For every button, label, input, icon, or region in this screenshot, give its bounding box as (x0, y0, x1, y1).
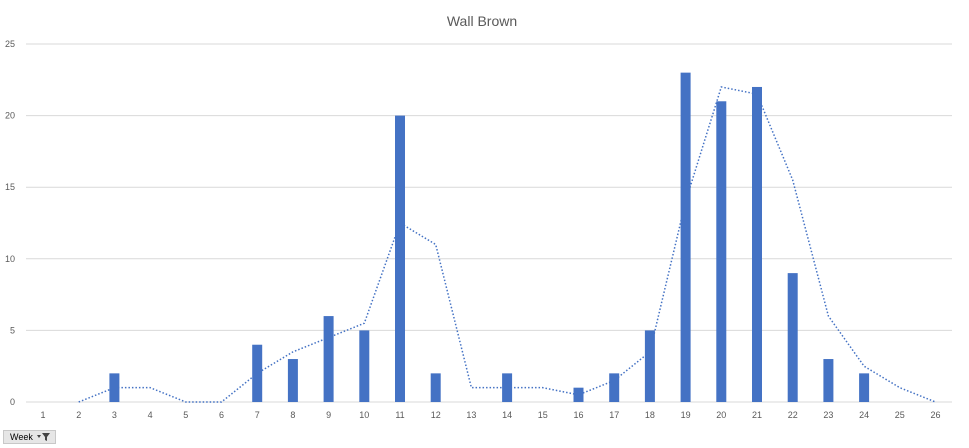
bar (395, 115, 405, 402)
x-tick-label: 7 (255, 410, 260, 420)
bar (609, 373, 620, 402)
x-tick-label: 25 (895, 410, 905, 420)
bar (787, 273, 798, 402)
bar (752, 86, 762, 403)
x-tick-label: 16 (573, 410, 583, 420)
y-axis-ticks: 0 5 10 15 20 25 (5, 39, 15, 407)
y-tick-label: 15 (5, 182, 15, 192)
x-tick-label: 3 (112, 410, 117, 420)
bar (323, 316, 334, 402)
x-tick-label: 5 (183, 410, 188, 420)
week-filter-label: Week (10, 432, 33, 442)
y-tick-label: 5 (10, 325, 15, 335)
x-tick-label: 23 (823, 410, 833, 420)
bar (109, 373, 120, 402)
x-tick-label: 2 (76, 410, 81, 420)
x-tick-label: 15 (538, 410, 548, 420)
bar (644, 330, 655, 402)
bar (859, 373, 870, 402)
x-tick-label: 12 (431, 410, 441, 420)
x-tick-label: 13 (466, 410, 476, 420)
bar (287, 359, 298, 402)
trendline (78, 86, 936, 403)
bar (823, 359, 834, 402)
x-tick-label: 18 (645, 410, 655, 420)
y-tick-label: 20 (5, 111, 15, 121)
x-tick-label: 8 (290, 410, 295, 420)
bar (680, 72, 691, 402)
gridlines (26, 43, 952, 403)
x-tick-label: 26 (930, 410, 940, 420)
x-tick-label: 21 (752, 410, 762, 420)
x-tick-label: 20 (716, 410, 726, 420)
x-tick-label: 22 (788, 410, 798, 420)
week-filter-button[interactable]: Week (3, 430, 56, 444)
x-tick-label: 4 (148, 410, 153, 420)
x-axis-ticks: 1 2 3 4 5 6 7 8 9 10 11 12 13 14 15 16 17 18 19 20 21 22 23 24 2… (40, 410, 940, 420)
bar-series (109, 72, 870, 403)
y-tick-label: 10 (5, 254, 15, 264)
x-tick-label: 10 (359, 410, 369, 420)
bar (716, 101, 727, 402)
x-tick-label: 11 (395, 410, 404, 420)
filter-icon (36, 432, 51, 442)
bar (430, 373, 441, 402)
x-tick-label: 19 (681, 410, 691, 420)
x-tick-label: 24 (859, 410, 869, 420)
x-tick-label: 14 (502, 410, 512, 420)
chart-title: Wall Brown (447, 13, 517, 29)
y-tick-label: 25 (5, 39, 15, 49)
bar (359, 330, 370, 402)
bar (252, 344, 263, 402)
x-tick-label: 17 (609, 410, 619, 420)
x-tick-label: 1 (40, 410, 45, 420)
trendline-series (78, 86, 936, 403)
x-tick-label: 6 (219, 410, 224, 420)
x-tick-label: 9 (326, 410, 331, 420)
y-tick-label: 0 (10, 397, 15, 407)
bar (573, 387, 584, 402)
